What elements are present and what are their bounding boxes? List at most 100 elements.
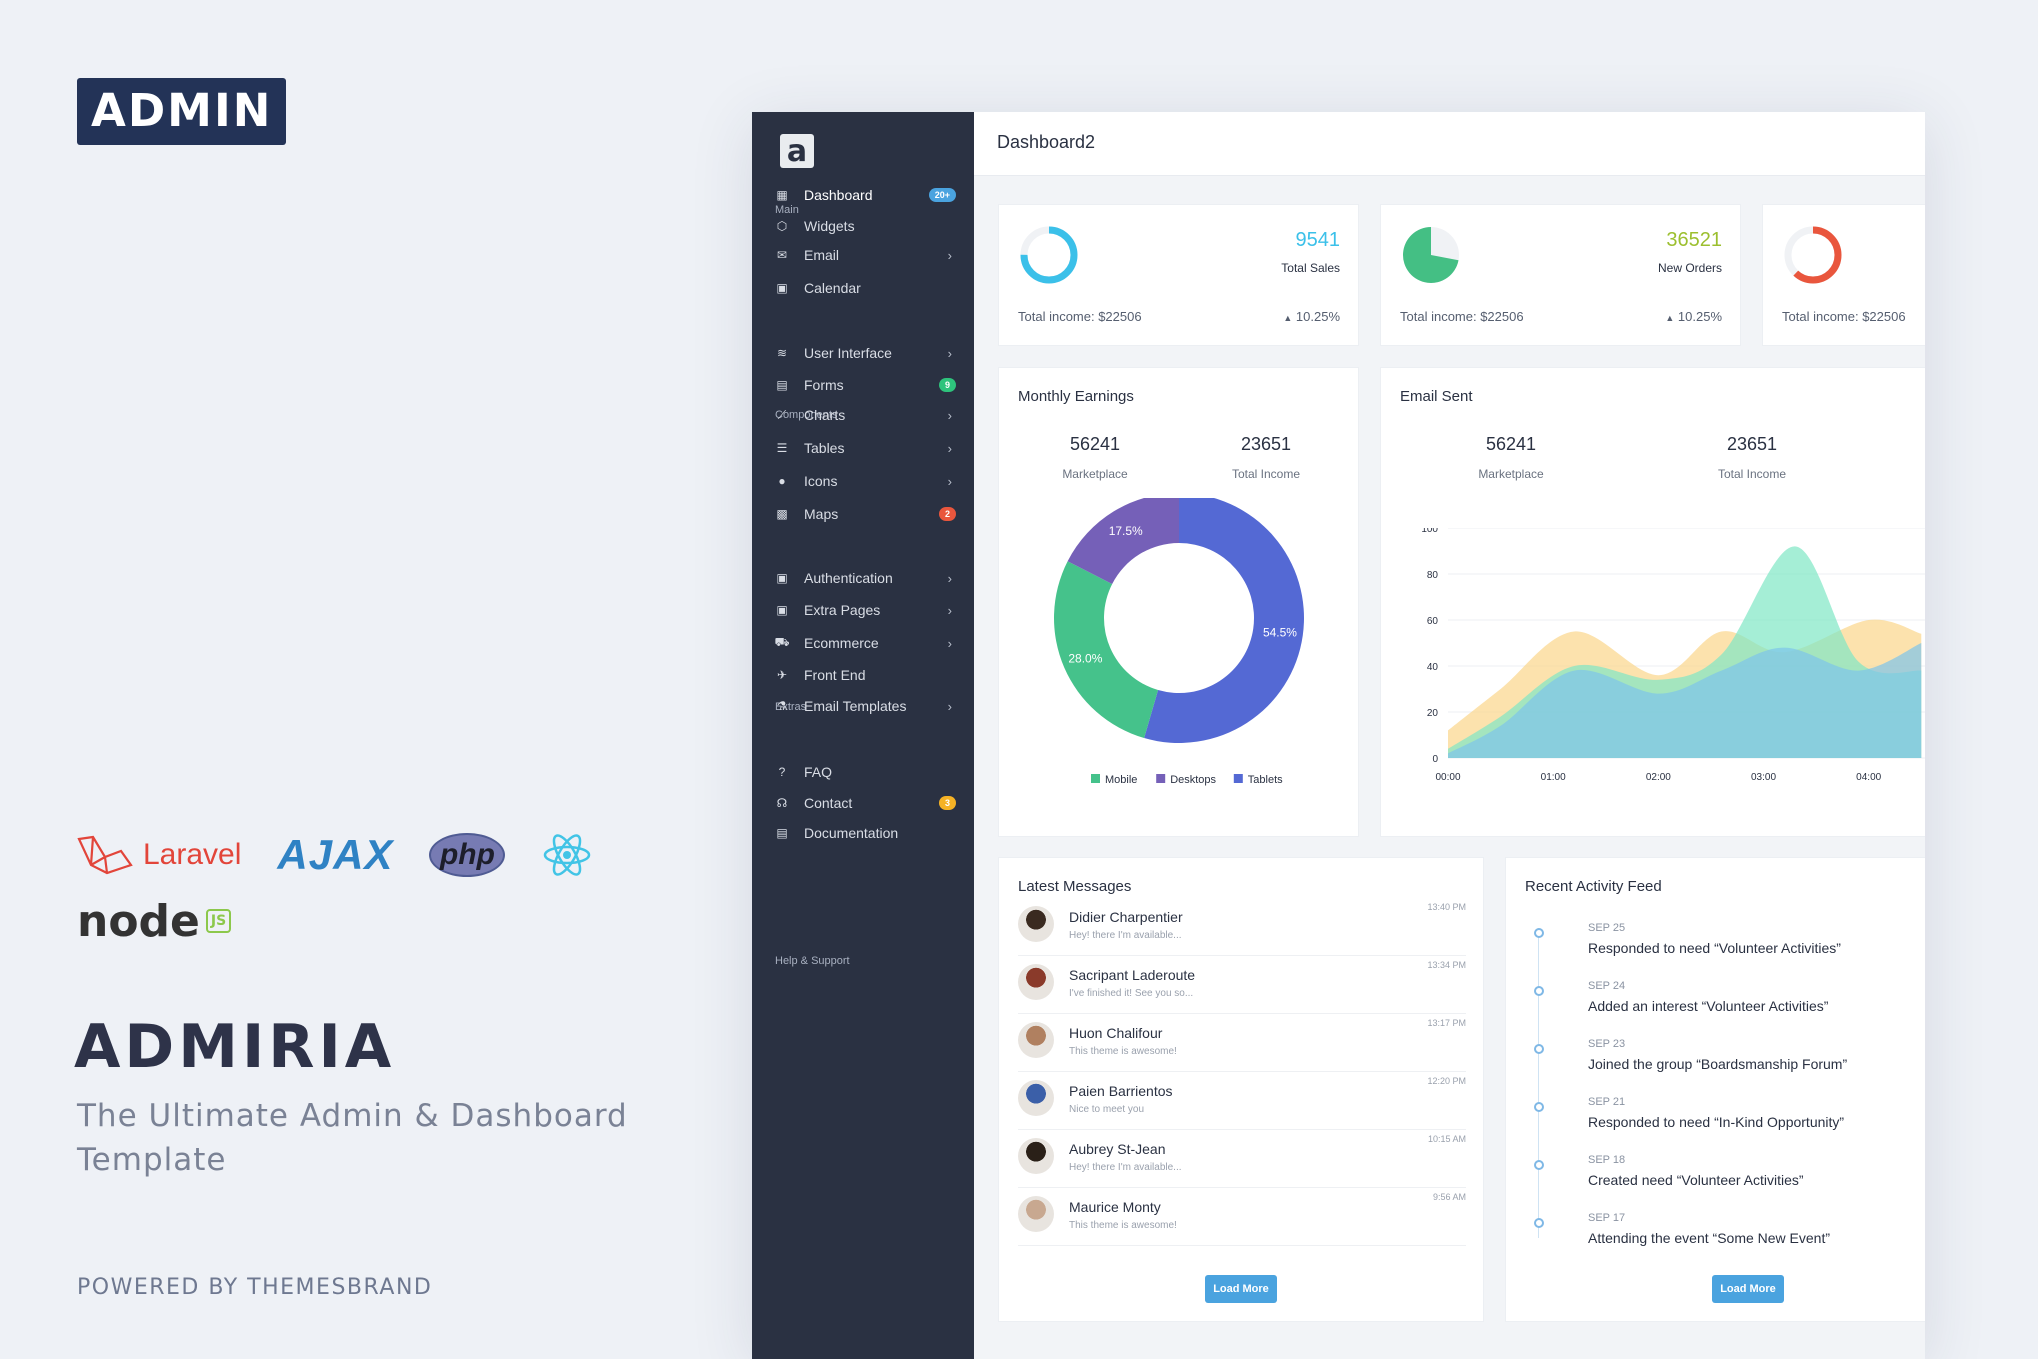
message-sender: Paien Barrientos <box>1069 1083 1173 1099</box>
sidebar-item-icons[interactable]: ● Icons › <box>752 466 974 496</box>
area-series-2[interactable] <box>1448 643 1922 758</box>
react-icon <box>544 834 591 876</box>
avatar <box>1018 964 1054 1000</box>
message-preview: Hey! there I'm available... <box>1069 1162 1182 1173</box>
load-more-messages-button[interactable]: Load More <box>1205 1275 1277 1303</box>
message-sender: Huon Chalifour <box>1069 1025 1163 1041</box>
sidebar-item-user-interface[interactable]: ≋ User Interface › <box>752 338 974 368</box>
flask-icon: ⚗ <box>776 699 788 713</box>
sidebar-item-front-end[interactable]: ✈ Front End <box>752 660 974 690</box>
donut-slice-mobile[interactable] <box>1054 561 1159 739</box>
y-tick-label: 40 <box>1427 662 1439 673</box>
message-preview: This theme is awesome! <box>1069 1220 1177 1231</box>
php-logo: php <box>429 833 506 877</box>
activity-item: SEP 23 Joined the group “Boardsmanship Fo… <box>1526 1038 1906 1096</box>
mail-icon: ✉ <box>776 248 788 262</box>
message-item[interactable]: Maurice Monty This theme is awesome! 9:56 … <box>1018 1188 1466 1246</box>
message-preview: Nice to meet you <box>1069 1104 1145 1115</box>
message-time: 12:20 PM <box>1427 1076 1466 1086</box>
donut-slice-tablets[interactable] <box>1144 498 1304 743</box>
plane-icon: ✈ <box>776 668 788 682</box>
chevron-right-icon: › <box>947 473 952 489</box>
sidebar-section-main: Main <box>775 204 799 216</box>
circle-icon: ● <box>778 474 786 488</box>
donut-slice-desktops[interactable] <box>1067 498 1179 584</box>
recent-activity-card: Recent Activity Feed SEP 25 Responded to … <box>1505 857 1925 1322</box>
sidebar-item-contact[interactable]: ☊ Contact 3 <box>752 788 974 818</box>
message-preview: Hey! there I'm available... <box>1069 930 1182 941</box>
avatar <box>1018 906 1054 942</box>
activity-text: Joined the group “Boardsmanship Forum” <box>1588 1056 1848 1072</box>
message-sender: Sacripant Laderoute <box>1069 967 1196 983</box>
chevron-right-icon: › <box>947 247 952 263</box>
sidebar-item-documentation[interactable]: ▤ Documentation <box>752 818 974 848</box>
sidebar-item-email-templates[interactable]: ⚗ Email Templates › <box>752 691 974 721</box>
tech-logos: Laravel AJAX php node JS <box>77 822 677 954</box>
sidebar-item-email[interactable]: ✉ Email › <box>752 240 974 270</box>
stat-label: Total Sales <box>1281 261 1340 275</box>
sidebar-item-maps[interactable]: ▩ Maps 2 <box>752 499 974 529</box>
sidebar-item-label: Email Templates <box>804 698 907 714</box>
kpi-label: Marketplace <box>1478 467 1544 481</box>
sidebar-item-calendar[interactable]: ▣ Calendar <box>752 273 974 303</box>
sidebar-item-label: Widgets <box>804 218 855 234</box>
message-item[interactable]: Didier Charpentier Hey! there I'm availab… <box>1018 898 1466 956</box>
message-preview: This theme is awesome! <box>1069 1046 1177 1057</box>
activity-text: Responded to need “Volunteer Activities” <box>1588 940 1841 956</box>
sidebar-item-dashboard[interactable]: ▦ Dashboard 20+ <box>752 180 974 210</box>
message-item[interactable]: Huon Chalifour This theme is awesome! 13:1… <box>1018 1014 1466 1072</box>
map-icon: ▩ <box>776 507 788 521</box>
dashboard-window: a Main Components Extras Help & Support … <box>752 112 1925 1359</box>
sidebar-item-forms[interactable]: ▤ Forms 9 <box>752 370 974 400</box>
sidebar-item-charts[interactable]: ⟋ Charts › <box>752 400 974 430</box>
stat-value: 9541 <box>1295 229 1341 251</box>
activity-item: SEP 25 Responded to need “Volunteer Activ… <box>1526 922 1906 980</box>
sidebar-item-label: Email <box>804 247 840 263</box>
kpi-label: Total Income <box>1717 467 1787 481</box>
message-item[interactable]: Paien Barrientos Nice to meet you 12:20 PM <box>1018 1072 1466 1130</box>
activity-item: SEP 17 Attending the event “Some New Even… <box>1526 1212 1906 1270</box>
clipboard-icon: ▤ <box>776 378 788 392</box>
x-tick-label: 02:00 <box>1646 772 1671 783</box>
sidebar-item-label: Extra Pages <box>804 602 881 618</box>
message-item[interactable]: Sacripant Laderoute I've finished it! See… <box>1018 956 1466 1014</box>
stat-value: 36521 <box>1666 229 1722 251</box>
message-time: 9:56 AM <box>1432 1192 1466 1202</box>
card-title: Monthly Earnings <box>1018 388 1134 405</box>
message-preview: I've finished it! See you so... <box>1069 988 1194 999</box>
stat-percent: ▲ 10.25% <box>1283 309 1340 324</box>
kpi-label: Total Income <box>1231 467 1301 481</box>
total-sales-ring <box>1020 226 1078 284</box>
sidebar-item-ecommerce[interactable]: ⛟ Ecommerce › <box>752 628 974 658</box>
activity-date: SEP 18 <box>1588 1154 1626 1166</box>
sidebar-item-label: Dashboard <box>804 187 873 203</box>
sidebar-item-tables[interactable]: ☰ Tables › <box>752 433 974 463</box>
sidebar-section-extras: Extras <box>775 701 807 713</box>
sidebar-item-widgets[interactable]: ⬡ Widgets <box>752 211 974 241</box>
admin-badge: ADMIN <box>77 78 287 145</box>
caret-up-icon: ▲ <box>1665 313 1675 323</box>
x-tick-label: 03:00 <box>1751 772 1776 783</box>
sidebar-item-extra-pages[interactable]: ▣ Extra Pages › <box>752 595 974 625</box>
sidebar-item-authentication[interactable]: ▣ Authentication › <box>752 563 974 593</box>
message-item[interactable]: Aubrey St-Jean Hey! there I'm available..… <box>1018 1130 1466 1188</box>
activity-text: Responded to need “In-Kind Opportunity” <box>1588 1114 1845 1130</box>
legend-swatch <box>1091 774 1100 783</box>
sidebar-item-label: Calendar <box>804 280 861 296</box>
timeline-dot <box>1534 928 1544 938</box>
sidebar-item-label: Contact <box>804 795 853 811</box>
load-more-activity-button[interactable]: Load More <box>1712 1275 1784 1303</box>
message-time: 13:17 PM <box>1427 1018 1466 1028</box>
sidebar-item-faq[interactable]: ? FAQ <box>752 757 974 787</box>
avatar <box>1018 1138 1054 1174</box>
chevron-right-icon: › <box>947 345 952 361</box>
x-tick-label: 04:00 <box>1856 772 1881 783</box>
caret-up-icon: ▲ <box>1283 313 1293 323</box>
stat-income: Total income: $22506 <box>1400 309 1524 324</box>
stat-income: Total income: $22506 <box>1018 309 1142 324</box>
app-logo[interactable]: a <box>780 134 814 169</box>
sidebar-item-label: User Interface <box>804 345 892 361</box>
avatar <box>1018 1196 1054 1232</box>
headphones-icon: ☊ <box>776 796 788 810</box>
card-title: Latest Messages <box>1018 878 1132 895</box>
